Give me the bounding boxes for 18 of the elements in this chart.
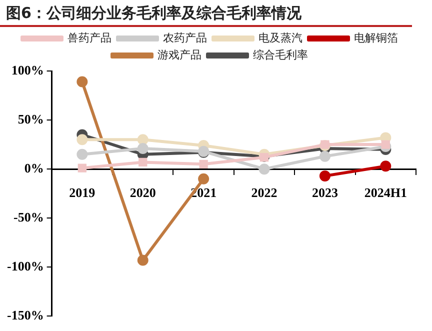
y-tick-label: -50% bbox=[13, 209, 44, 224]
x-tick-label: 2024H1 bbox=[364, 185, 407, 200]
legend-label: 电解铜箔 bbox=[354, 31, 398, 44]
y-tick-label: -100% bbox=[6, 258, 44, 274]
legend-label: 兽药产品 bbox=[68, 31, 112, 44]
x-tick-label: 2023 bbox=[312, 185, 338, 200]
y-tick-label: 100% bbox=[11, 62, 44, 78]
y-tick-label: 50% bbox=[18, 111, 44, 126]
legend-label: 电及蒸汽 bbox=[258, 31, 302, 44]
y-tick-label: -150% bbox=[6, 308, 44, 323]
x-tick-label: 2022 bbox=[251, 185, 278, 200]
legend-label: 综合毛利率 bbox=[253, 48, 308, 62]
legend-label: 游戏产品 bbox=[158, 48, 202, 62]
chart-title: 图6：公司细分业务毛利率及综合毛利率情况 bbox=[0, 0, 412, 27]
y-tick-label: 0% bbox=[24, 160, 44, 176]
legend-label: 农药产品 bbox=[163, 31, 207, 44]
x-tick-label: 2020 bbox=[130, 185, 156, 200]
x-tick-label: 2019 bbox=[69, 185, 96, 200]
